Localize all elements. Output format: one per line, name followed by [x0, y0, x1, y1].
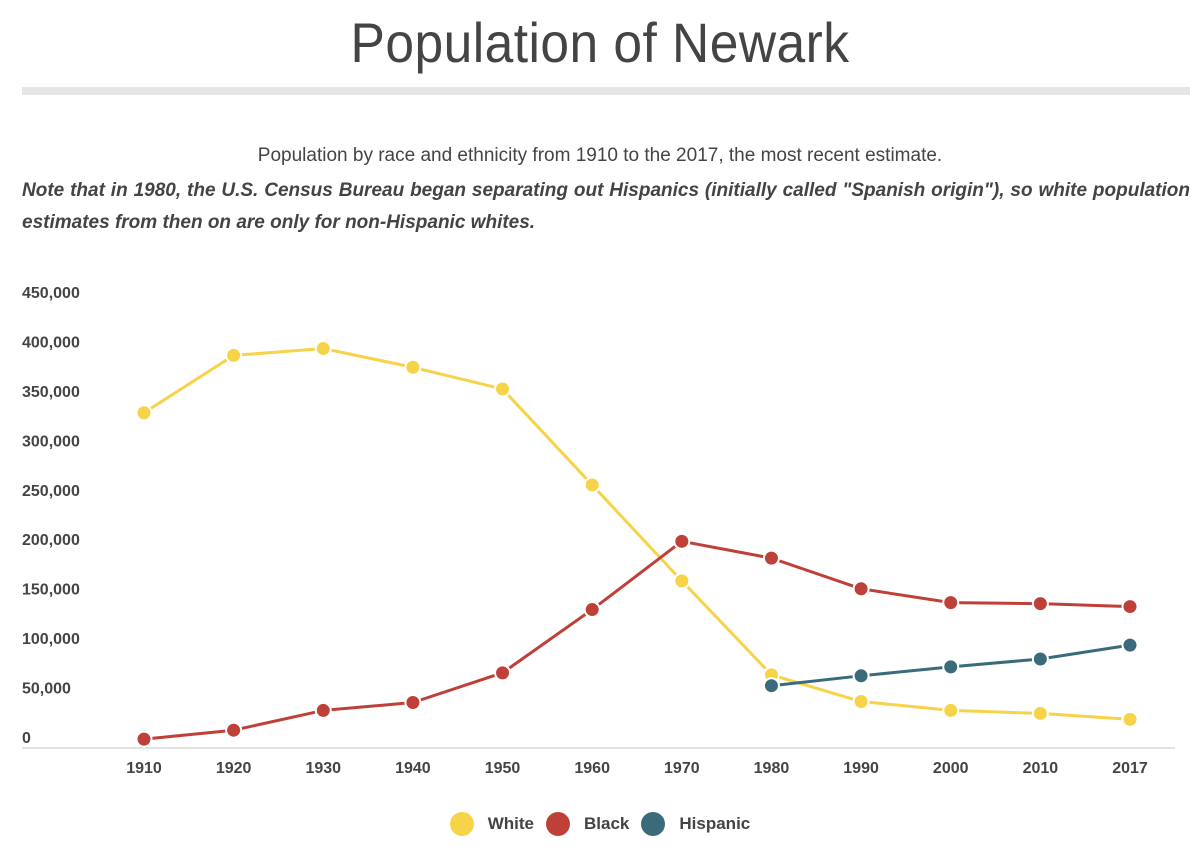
data-point-black[interactable]	[404, 694, 422, 712]
legend-label: Black	[584, 814, 630, 833]
data-point-black[interactable]	[494, 664, 512, 682]
legend-item-black[interactable]: Black	[546, 812, 629, 836]
series-black	[135, 532, 1139, 748]
series-line-segment	[769, 674, 863, 688]
chart-legend: White Black Hispanic	[0, 812, 1200, 836]
y-tick-label: 200,000	[22, 532, 80, 549]
y-tick-label: 400,000	[22, 334, 80, 351]
y-tick-label: 300,000	[22, 433, 80, 450]
legend-swatch-icon	[546, 812, 571, 836]
legend-label: White	[487, 814, 535, 833]
data-point-black[interactable]	[583, 601, 601, 619]
y-tick-label: 250,000	[22, 483, 80, 500]
x-tick-label: 1910	[126, 760, 162, 777]
series-line-segment	[232, 708, 325, 732]
series-line-segment	[1038, 602, 1132, 609]
series-line-segment	[411, 365, 505, 391]
y-tick-label: 0	[22, 730, 31, 747]
data-point-white[interactable]	[673, 572, 691, 590]
y-tick-label: 150,000	[22, 582, 80, 599]
legend-item-hispanic[interactable]: Hispanic	[641, 812, 750, 836]
series-hispanic	[762, 636, 1139, 695]
series-line-segment	[501, 387, 594, 487]
series-line-segment	[859, 587, 953, 605]
data-point-hispanic[interactable]	[942, 658, 960, 676]
data-point-white[interactable]	[583, 476, 601, 494]
data-point-white[interactable]	[404, 358, 422, 376]
x-tick-label: 1990	[843, 760, 879, 777]
chart-note: Note that in 1980, the U.S. Census Burea…	[22, 180, 1190, 233]
series-layer	[135, 339, 1139, 748]
data-point-black[interactable]	[225, 721, 243, 739]
data-point-white[interactable]	[225, 346, 243, 364]
series-line-segment	[769, 556, 863, 591]
series-line-segment	[859, 665, 953, 678]
x-axis: 1910 1920 1930 1940 1950 1960 1970 1980 1990 2000…	[22, 747, 1175, 777]
x-tick-label: 1940	[395, 760, 431, 777]
data-point-black[interactable]	[135, 730, 153, 748]
data-point-hispanic[interactable]	[1121, 636, 1139, 654]
y-tick-label: 50,000	[22, 681, 71, 698]
x-tick-label: 1930	[305, 760, 341, 777]
data-point-hispanic[interactable]	[1031, 650, 1049, 668]
data-point-black[interactable]	[1121, 598, 1139, 616]
chart-subtitle: Population by race and ethnicity from 19…	[257, 145, 943, 166]
series-line-segment	[680, 539, 773, 560]
data-point-black[interactable]	[673, 532, 691, 550]
data-point-white[interactable]	[942, 701, 960, 719]
y-tick-label: 100,000	[22, 631, 80, 648]
series-line-segment	[1038, 643, 1132, 661]
series-line-segment	[859, 700, 953, 712]
series-line-segment	[590, 539, 684, 612]
line-chart: 0 50,000 100,000 150,000 200,000 250,000 300,0…	[22, 285, 1175, 777]
data-point-black[interactable]	[1031, 595, 1049, 613]
data-point-white[interactable]	[852, 693, 870, 711]
x-tick-label: 1970	[664, 760, 700, 777]
data-point-white[interactable]	[314, 339, 332, 357]
x-tick-label: 1960	[574, 760, 610, 777]
x-tick-label: 1950	[485, 760, 521, 777]
chart-title: Population of Newark	[350, 11, 850, 74]
series-line-segment	[949, 657, 1042, 669]
data-point-black[interactable]	[852, 580, 870, 598]
x-tick-label: 1920	[216, 760, 252, 777]
y-tick-label: 450,000	[22, 285, 80, 302]
x-tick-label: 2000	[933, 760, 969, 777]
data-point-white[interactable]	[1121, 710, 1139, 728]
series-line-segment	[321, 701, 415, 712]
series-line-segment	[680, 579, 773, 677]
data-point-white[interactable]	[494, 380, 512, 398]
series-line-segment	[142, 728, 236, 741]
series-line-segment	[590, 483, 684, 583]
x-tick-label: 2017	[1112, 760, 1148, 777]
series-line-segment	[142, 353, 236, 415]
series-white	[135, 339, 1139, 728]
data-point-hispanic[interactable]	[852, 667, 870, 685]
legend-swatch-icon	[641, 812, 666, 836]
legend-swatch-icon	[449, 812, 474, 836]
x-tick-label: 1980	[754, 760, 790, 777]
series-line-segment	[501, 608, 594, 675]
series-line-segment	[1038, 711, 1132, 721]
legend-label: Hispanic	[679, 814, 751, 833]
data-point-white[interactable]	[1031, 704, 1049, 722]
series-line-segment	[232, 346, 325, 357]
legend-item-white[interactable]: White	[449, 812, 535, 836]
series-line-segment	[949, 601, 1042, 606]
data-point-black[interactable]	[314, 701, 332, 719]
x-tick-label: 2010	[1023, 760, 1059, 777]
series-line-segment	[411, 671, 505, 705]
data-point-hispanic[interactable]	[762, 677, 780, 695]
series-line-segment	[321, 346, 415, 369]
series-line-segment	[949, 708, 1042, 715]
y-tick-label: 350,000	[22, 384, 80, 401]
series-line-segment	[769, 673, 863, 704]
data-point-black[interactable]	[942, 594, 960, 612]
data-point-black[interactable]	[762, 549, 780, 567]
y-axis: 0 50,000 100,000 150,000 200,000 250,000 300,0…	[22, 285, 80, 747]
data-point-white[interactable]	[135, 404, 153, 422]
title-divider	[22, 87, 1190, 95]
